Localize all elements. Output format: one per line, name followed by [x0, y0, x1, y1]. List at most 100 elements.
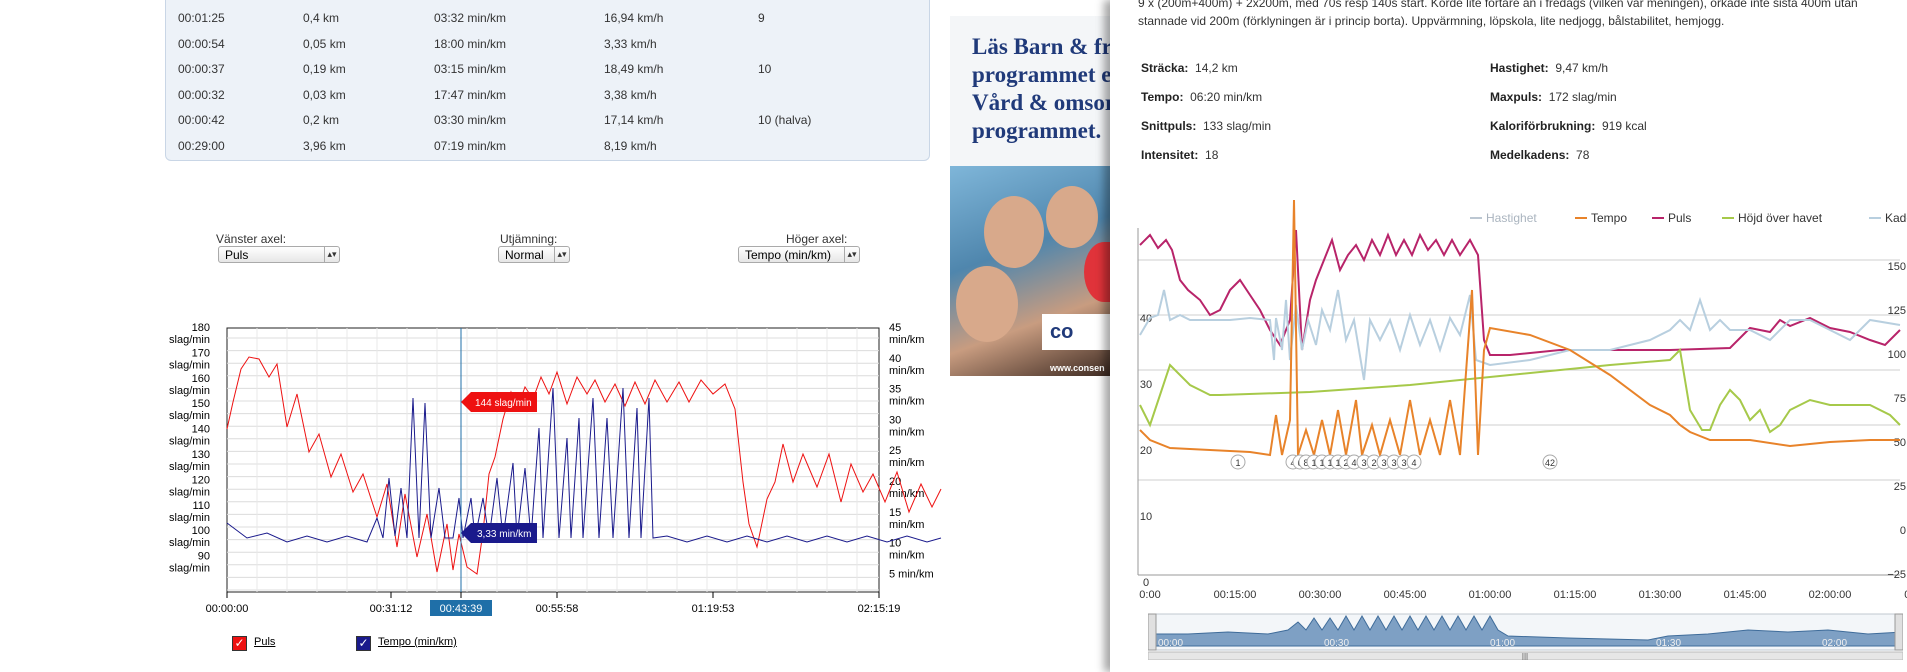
lap-marker: [1230, 454, 1246, 470]
cadence-series: [1139, 289, 1901, 381]
stat-label: Tempo:: [1141, 90, 1184, 104]
x-tick-label: 01:30:00: [1639, 589, 1682, 601]
ad-line: Vård & omsor: [972, 90, 1112, 115]
x-tick-label: 02:00:00: [1809, 589, 1852, 601]
lap-cell-speed: 18,49 km/h: [604, 62, 664, 76]
legend-puls[interactable]: Puls: [254, 636, 276, 648]
x-tick-label: 01:15:00: [1554, 589, 1597, 601]
left-tick-label: 90: [198, 551, 210, 563]
lap-marker-label: 2: [1371, 458, 1376, 468]
lap-marker-label: 8: [1303, 458, 1308, 468]
lap-marker-label: 4: [1411, 458, 1416, 468]
select-arrow-icon: ▴▾: [844, 247, 859, 262]
left-tick-unit: slag/min: [169, 359, 210, 371]
ad-line: Läs Barn & fr: [972, 34, 1112, 59]
stat-value: 919 kcal: [1602, 119, 1647, 133]
left-axis-value: Puls: [225, 248, 249, 262]
x-tick-label: 00:55:58: [536, 603, 579, 615]
lap-cell-time: 00:00:32: [178, 87, 225, 102]
stat-value: 06:20 min/km: [1190, 90, 1263, 104]
right-tick-label: 50: [1894, 437, 1906, 449]
navigator-tick-label: 00:00: [1158, 638, 1183, 649]
right-tick-unit: min/km: [889, 519, 924, 531]
lap-cell-time: 00:00:54: [178, 36, 225, 51]
lap-marker-label: 3: [1391, 458, 1396, 468]
advertisement[interactable]: Läs Barn & fr programmet e Vård & omsor …: [950, 16, 1112, 376]
smoothing-select[interactable]: Normal ▴▾: [498, 246, 570, 263]
right-tick-unit: min/km: [889, 334, 924, 346]
tempo-series: [1139, 200, 1900, 459]
laps-table: 00:01:25 0,4 km 03:32 min/km 16,94 km/h 9 00:…: [165, 0, 930, 161]
ad-line: programmet.: [972, 118, 1102, 143]
stat-distance: Sträcka: 14,2 km: [1141, 61, 1238, 75]
x-tick-label: 00:30:00: [1299, 589, 1342, 601]
x-tick-label: 00:43:39: [440, 603, 483, 615]
lap-cell-dist: 0,03 km: [303, 87, 346, 102]
lap-marker: [1406, 454, 1422, 470]
scrollbar-grip-icon: |||: [1522, 652, 1528, 660]
pulse-series: [1139, 229, 1901, 356]
left-tick-label: 30: [1140, 379, 1152, 391]
pulse-tooltip: [461, 392, 537, 412]
stat-label: Snittpuls:: [1141, 119, 1197, 133]
stat-value: 18: [1205, 148, 1219, 162]
lap-marker-label: 3: [1401, 458, 1406, 468]
x-tick-label: 0:00: [1139, 589, 1160, 601]
stat-max-pulse: Maxpuls: 172 slag/min: [1490, 90, 1617, 104]
lap-cell-pace: 03:32 min/km: [434, 11, 507, 25]
smoothing-label: Utjämning:: [500, 232, 558, 246]
right-tick-label: 125: [1888, 305, 1906, 317]
lap-cell-time: 00:01:25: [178, 11, 225, 25]
lap-cell-dist: 0,4 km: [303, 11, 340, 25]
left-tick-label: 100: [192, 525, 210, 537]
select-arrow-icon: ▴▾: [324, 247, 339, 262]
navigator-scrollbar: [1148, 651, 1903, 660]
right-tick-label: 30: [889, 414, 901, 426]
right-tick-unit: min/km: [889, 365, 924, 377]
x-tick-label: 01:00:00: [1469, 589, 1512, 601]
navigator-handle: [1148, 613, 1157, 651]
x-tick-label: 01:19:53: [692, 603, 735, 615]
legend-item: Tempo: [1591, 211, 1627, 225]
left-tick-unit: slag/min: [169, 334, 210, 346]
lap-marker-label: 42: [1545, 458, 1555, 468]
stat-label: Hastighet:: [1490, 61, 1549, 75]
left-axis-select[interactable]: Puls ▴▾: [218, 246, 340, 263]
lap-cell-dist: 0,2 km: [303, 113, 340, 127]
altitude-series: [1139, 347, 1901, 434]
lap-cell-pace: 18:00 min/km: [434, 36, 507, 51]
legend-tempo[interactable]: Tempo (min/km): [378, 636, 457, 648]
lap-cell-speed: 17,14 km/h: [604, 113, 664, 127]
pulse-tempo-chart[interactable]: 180slag/min170slag/min160slag/min150slag…: [165, 320, 965, 630]
right-tick-label: −25: [1887, 569, 1906, 581]
ad-face: [956, 266, 1018, 342]
navigator-handle: [1894, 613, 1903, 651]
stat-avg-pulse: Snittpuls: 133 slag/min: [1141, 119, 1271, 133]
right-axis-label: Höger axel:: [786, 232, 848, 246]
lap-cell-speed: 8,19 km/h: [604, 138, 657, 153]
lap-marker-label: 3: [1361, 458, 1366, 468]
right-tick-label: 0: [1900, 525, 1906, 537]
left-tick-unit: slag/min: [169, 486, 210, 498]
stat-value: 9,47 km/h: [1555, 61, 1609, 75]
chart-navigator[interactable]: 00:00 00:30 01:00 01:30 02:00 |||: [1148, 610, 1903, 660]
pulse-tooltip-text: 144 slag/min: [475, 398, 532, 409]
left-tick-label: 170: [192, 347, 210, 359]
lap-row: 00:00:54 0,05 km 18:00 min/km 3,33 km/h: [166, 31, 929, 56]
lap-cell-time: 00:00:42: [178, 113, 225, 127]
x-tick-label: 02:15:19: [858, 603, 901, 615]
x-tick-label: 00:00:00: [206, 603, 249, 615]
stat-pace: Tempo: 06:20 min/km: [1141, 90, 1262, 104]
right-tick-label: 25: [1894, 481, 1906, 493]
left-tick-label: 10: [1140, 511, 1152, 523]
left-panel: 00:01:25 0,4 km 03:32 min/km 16,94 km/h 9 00:…: [165, 0, 965, 651]
puls-checkbox[interactable]: ✓: [232, 636, 247, 651]
tempo-checkbox[interactable]: ✓: [356, 636, 371, 651]
right-tick-label: 45: [889, 322, 901, 334]
left-axis-label: Vänster axel:: [216, 232, 287, 246]
stat-label: Kaloriförbrukning:: [1490, 119, 1596, 133]
x-tick-label: 00:31:12: [370, 603, 413, 615]
lap-row: 00:01:25 0,4 km 03:32 min/km 16,94 km/h 9: [166, 5, 929, 30]
right-axis-select[interactable]: Tempo (min/km) ▴▾: [738, 246, 860, 263]
